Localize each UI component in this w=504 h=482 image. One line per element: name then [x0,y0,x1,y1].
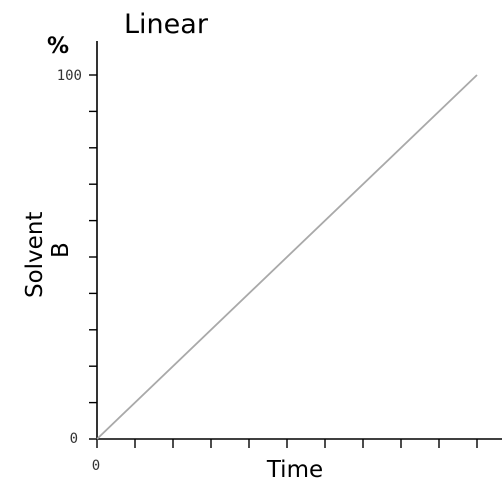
series-line-0 [96,74,478,440]
x-axis-ticks [96,439,478,448]
y-tick-label-100: 100 [57,68,82,84]
y-axis-ticks [89,74,97,440]
y-axis-label-line-1: Solvent [22,212,48,298]
x-axis-label: Time [266,457,323,482]
x-tick-label-0: 0 [92,458,100,474]
y-axis-label-line-2: B [48,242,74,258]
series-group [96,74,478,440]
chart-title: Linear [124,9,209,40]
y-tick-label-0: 0 [70,431,78,447]
y-unit-label: % [47,34,69,59]
y-axis-label: Solvent B [22,212,74,298]
